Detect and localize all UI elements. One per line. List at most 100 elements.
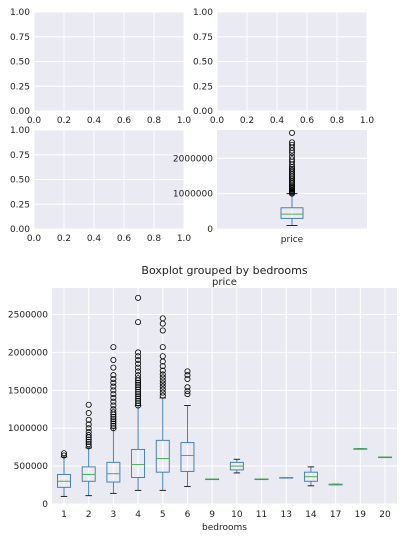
outlier-point	[135, 386, 142, 393]
x-tick-label: 0.8	[147, 234, 162, 244]
outlier-point	[159, 380, 166, 387]
outlier-point	[135, 356, 142, 363]
y-tick-label: 0.50	[193, 58, 213, 68]
box-11	[254, 478, 269, 481]
outlier-point	[135, 379, 142, 386]
outlier-point	[85, 425, 92, 432]
x-tick-label: price	[281, 235, 304, 245]
outlier-point	[288, 165, 295, 172]
y-tick-label: 1.00	[193, 8, 213, 18]
outlier-point	[135, 400, 142, 407]
box-3	[106, 344, 121, 494]
x-tick-label: 0.0	[27, 234, 42, 244]
outlier-point	[135, 364, 142, 371]
suptitle: Boxplot grouped by bedrooms	[141, 264, 307, 277]
outlier-point	[159, 327, 166, 334]
box-body	[280, 207, 304, 219]
outlier-point	[184, 372, 191, 379]
x-tick-label: 0.8	[147, 116, 162, 126]
x-tick-label: 0.8	[330, 116, 345, 126]
outlier-point	[110, 391, 117, 398]
y-tick-label: 0.25	[10, 200, 30, 210]
outlier-point	[110, 420, 117, 427]
outlier-point	[288, 139, 295, 146]
box-1	[57, 450, 71, 497]
y-tick-label: 0.25	[193, 82, 213, 92]
y-tick-label: 0.50	[10, 176, 30, 186]
outlier-point	[184, 368, 191, 375]
x-tick-label: 0.6	[117, 116, 132, 126]
outlier-point	[110, 383, 117, 390]
y-tick-label: 0.00	[10, 107, 30, 117]
y-tick-label: 1.00	[10, 8, 30, 18]
outlier-point	[135, 393, 142, 400]
y-tick-label: 2000000	[8, 348, 48, 358]
y-tick-label: 0.75	[193, 33, 213, 43]
outlier-point	[135, 368, 142, 375]
x-tick-label: 0.4	[87, 234, 102, 244]
outlier-point	[61, 452, 68, 459]
outlier-point	[110, 425, 117, 432]
outlier-point	[135, 402, 142, 409]
box-9	[205, 478, 220, 481]
x-tick-label: 1	[61, 510, 67, 520]
outlier-point	[110, 387, 117, 394]
box-5	[155, 315, 170, 491]
chart-title: price	[212, 277, 237, 288]
outlier-point	[110, 364, 117, 371]
x-tick-label: 1.0	[177, 116, 192, 126]
outlier-point	[159, 371, 166, 378]
outlier-point	[288, 129, 295, 136]
outlier-point	[85, 443, 92, 450]
outlier-point	[159, 386, 166, 393]
outlier-point	[85, 421, 92, 428]
outlier-point	[85, 416, 92, 423]
outlier-point	[288, 147, 295, 154]
x-tick-label: 0.2	[240, 116, 254, 126]
outlier-point	[135, 294, 142, 301]
outlier-point	[110, 394, 117, 401]
box-17	[328, 483, 343, 486]
y-tick-label: 0.00	[193, 107, 213, 117]
y-tick-label: 0.75	[10, 33, 30, 43]
y-tick-label: 1000000	[173, 190, 213, 200]
outlier-point	[110, 372, 117, 379]
x-tick-label: 5	[160, 510, 166, 520]
outlier-point	[135, 360, 142, 367]
outlier-point	[159, 374, 166, 381]
outlier-point	[288, 156, 295, 163]
x-tick-label: 0.2	[57, 234, 71, 244]
outlier-point	[184, 384, 191, 391]
box-body	[106, 461, 121, 483]
x-tick-label: 0.4	[87, 116, 102, 126]
x-tick-label: 10	[231, 510, 243, 520]
outlier-point	[159, 383, 166, 390]
x-tick-label: 14	[305, 510, 317, 520]
box-20	[378, 456, 392, 459]
box-10	[229, 458, 244, 474]
outlier-point	[110, 406, 117, 413]
outlier-point	[135, 395, 142, 402]
x-tick-label: 0.6	[117, 234, 132, 244]
outlier-point	[184, 375, 191, 382]
outlier-point	[110, 413, 117, 420]
outlier-point	[110, 398, 117, 405]
x-tick-label: 11	[256, 510, 267, 520]
y-tick-label: 0	[207, 225, 213, 235]
outlier-point	[110, 418, 117, 425]
outlier-point	[110, 379, 117, 386]
box-body	[180, 442, 195, 472]
outlier-point	[184, 391, 191, 398]
outlier-point	[85, 428, 92, 435]
y-tick-label: 0.75	[10, 151, 30, 161]
y-tick-label: 0.25	[10, 82, 30, 92]
x-axis-label: bedrooms	[202, 523, 247, 533]
x-tick-label: 1.0	[360, 116, 375, 126]
y-tick-label: 0.00	[10, 225, 30, 235]
x-tick-label: 19	[355, 510, 367, 520]
x-tick-label: 0.0	[210, 116, 225, 126]
x-tick-label: 0.4	[270, 116, 285, 126]
outlier-point	[135, 375, 142, 382]
